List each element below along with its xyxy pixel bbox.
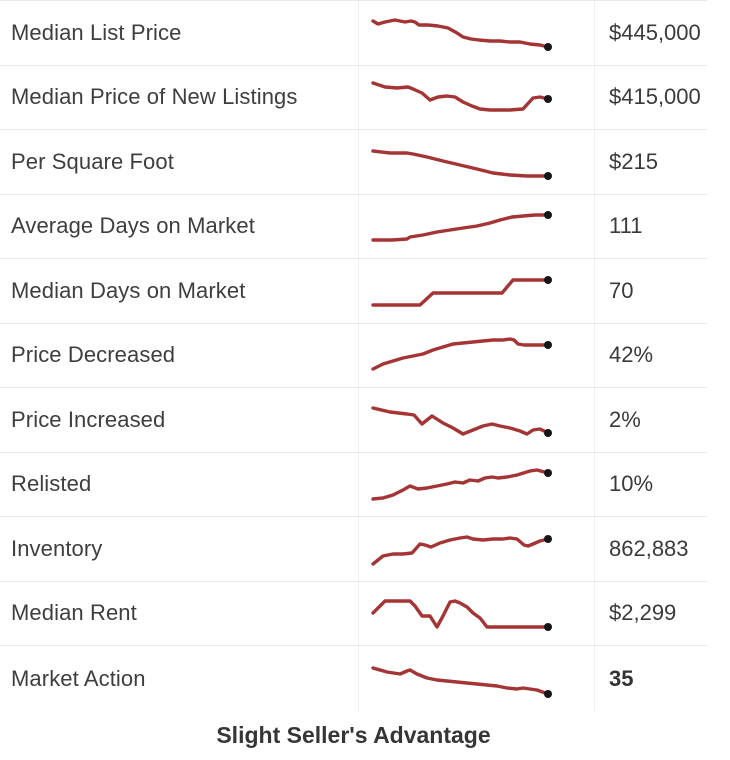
metric-row: Price Decreased 42% [0, 323, 707, 388]
metric-sparkline [359, 517, 595, 581]
metric-value: $2,299 [609, 600, 677, 626]
metric-label: Price Increased [11, 406, 166, 432]
metric-label: Median Days on Market [11, 277, 246, 303]
metric-row: Price Increased 2% [0, 388, 707, 453]
metric-value: 10% [609, 471, 654, 497]
metric-row: Average Days on Market 111 [0, 194, 707, 259]
metric-sparkline [359, 581, 595, 645]
metric-row: Median Days on Market 70 [0, 259, 707, 324]
metric-label: Relisted [11, 471, 92, 497]
metric-label: Median List Price [11, 19, 182, 45]
metric-value: 111 [609, 213, 643, 239]
metric-value: $215 [609, 148, 658, 174]
metric-row: Median Rent $2,299 [0, 581, 707, 646]
metric-value: 35 [609, 665, 634, 691]
market-status-text: Slight Seller's Advantage [216, 722, 491, 748]
metric-row: Relisted 10% [0, 452, 707, 517]
metric-value: 862,883 [609, 535, 689, 561]
metric-sparkline [359, 194, 595, 258]
metric-row: Median List Price $445,000 [0, 1, 707, 66]
market-stats-table: Median List Price $445,000 Median Price … [0, 0, 707, 711]
metric-sparkline [359, 323, 595, 387]
metric-sparkline [359, 65, 595, 129]
market-status-banner: Slight Seller's Advantage [0, 711, 707, 760]
metric-value: 42% [609, 342, 654, 368]
metric-value: 2% [609, 406, 641, 432]
metric-label: Market Action [11, 665, 146, 691]
metric-value: 70 [609, 277, 634, 303]
metric-sparkline [359, 388, 595, 452]
metric-row: Per Square Foot $215 [0, 130, 707, 195]
metric-label: Inventory [11, 535, 103, 561]
metric-sparkline [359, 452, 595, 516]
metric-sparkline [359, 259, 595, 323]
metric-row: Median Price of New Listings $415,000 [0, 65, 707, 130]
metric-label: Median Price of New Listings [11, 84, 298, 110]
metric-sparkline [359, 1, 595, 65]
metric-row: Inventory 862,883 [0, 517, 707, 582]
metric-value: $415,000 [609, 84, 701, 110]
metric-label: Median Rent [11, 600, 137, 626]
metric-label: Price Decreased [11, 342, 176, 368]
metric-value: $445,000 [609, 19, 701, 45]
metric-sparkline [359, 130, 595, 194]
metric-row: Market Action 35 [0, 646, 707, 711]
metric-label: Average Days on Market [11, 213, 255, 239]
metric-label: Per Square Foot [11, 148, 174, 174]
metric-sparkline [359, 646, 595, 711]
